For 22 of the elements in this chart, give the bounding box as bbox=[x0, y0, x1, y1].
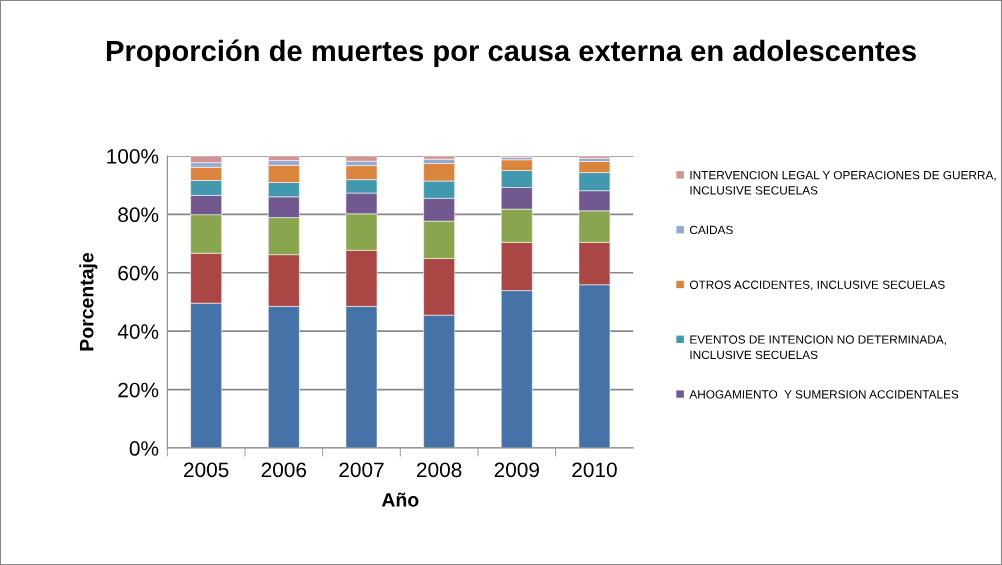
x-tick-label: 2007 bbox=[339, 462, 384, 478]
bar bbox=[423, 155, 455, 160]
legend-label: EVENTOS DE INTENCION NO DETERMINADA, INCLUSIVE SECUELAS bbox=[690, 335, 946, 359]
chart-title: Proporción de muertes por causa externa en adolescentes bbox=[106, 39, 916, 67]
x-tick-label: 2008 bbox=[417, 462, 462, 478]
x-tick-label: 2006 bbox=[261, 462, 307, 478]
legend-label: AHOGAMIENTO Y SUMERSION ACCIDENTALES bbox=[689, 390, 959, 399]
y-tick-label: 0% bbox=[129, 441, 159, 456]
y-tick-label: 80% bbox=[118, 207, 159, 223]
x-axis-title: Año bbox=[381, 492, 419, 507]
y-tick-label: 20% bbox=[118, 382, 159, 398]
legend-label: CAIDAS bbox=[689, 225, 733, 235]
legend-label: OTROS ACCIDENTES, INCLUSIVE SECUELAS bbox=[689, 280, 945, 291]
y-tick-label: 60% bbox=[118, 265, 159, 281]
y-tick-label: 40% bbox=[117, 324, 159, 339]
x-tick-label: 2009 bbox=[494, 462, 539, 478]
legend-label: INTERVENCION LEGAL Y OPERACIONES DE GUERRA, INCLUSIVE SECUELAS bbox=[690, 170, 996, 195]
y-axis-title: Porcentaje bbox=[79, 252, 98, 351]
bar bbox=[345, 155, 378, 162]
x-tick-label: 2005 bbox=[184, 462, 229, 478]
x-tick-label: 2010 bbox=[572, 462, 617, 478]
y-tick-label: 100% bbox=[107, 148, 159, 164]
